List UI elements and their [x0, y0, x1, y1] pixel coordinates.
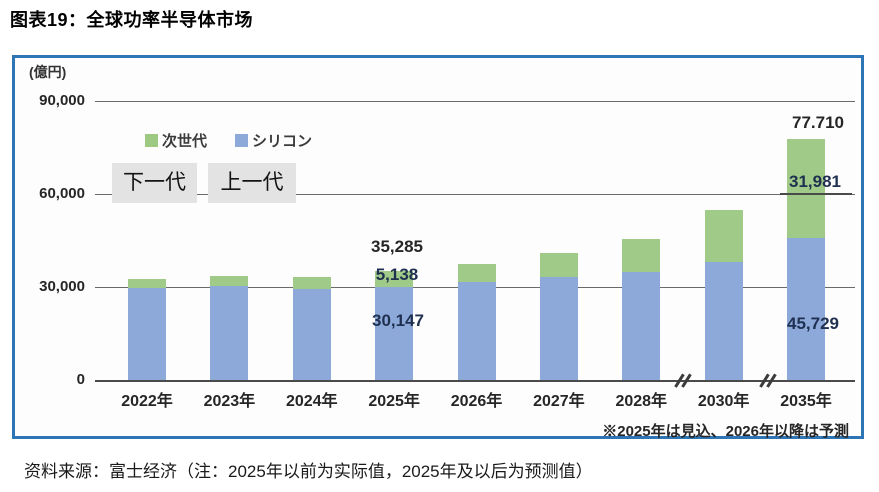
y-axis-unit-label: (億円): [29, 64, 67, 80]
gridline-0: [95, 379, 855, 382]
bar-nextgen-2035年: [787, 139, 825, 239]
bar-nextgen-2024年: [292, 277, 331, 289]
axis-break-icon: [759, 370, 777, 390]
gridline-60000: [95, 193, 855, 195]
gridline-90000: [95, 100, 855, 102]
data-label-nextgen-2035: 31,981: [789, 172, 841, 191]
y-tick-label: 30,000: [39, 278, 85, 295]
x-axis-label-2026年: 2026年: [450, 393, 503, 410]
legend-swatch-silicon-icon: [235, 133, 249, 147]
bar-nextgen-2028年: [622, 239, 661, 273]
bar-silicon-2035年: [787, 238, 825, 380]
y-tick-label: 0: [76, 371, 85, 388]
plot-area: 90,000 60,000 30,000 0 2022年 2023年 2024年 2025年 2…: [15, 58, 861, 436]
legend-label-nextgen: 次世代: [162, 132, 208, 150]
bar-nextgen-2023年: [210, 275, 249, 287]
legend: 次世代 シリコン: [145, 129, 312, 151]
x-axis-label-2023年: 2023年: [203, 393, 256, 410]
translation-overlay-nextgen: 下一代: [112, 163, 197, 203]
bar-silicon-2028年: [622, 272, 661, 380]
bar-nextgen-2027年: [539, 252, 578, 277]
x-axis-label-2024年: 2024年: [285, 393, 338, 410]
y-tick-label: 60,000: [39, 185, 85, 202]
bar-silicon-2030年: [704, 262, 743, 380]
bar-nextgen-2022年: [128, 279, 166, 289]
bar-silicon-2023年: [210, 286, 249, 380]
data-label-nextgen-2025: 5,138: [375, 265, 419, 284]
translation-overlay-silicon: 上一代: [208, 163, 296, 203]
bar-nextgen-2026年: [457, 263, 496, 283]
source-note: 资料来源：富士经济（注：2025年以前为实际值，2025年及以后为预测值）: [24, 462, 593, 481]
bar-silicon-2022年: [128, 288, 166, 380]
axis-break-icon: [674, 370, 692, 390]
bar-silicon-2024年: [292, 288, 331, 380]
data-label-total-2025: 35,285: [371, 237, 423, 256]
gridline-segment-over-2035-bar: [780, 193, 852, 195]
x-axis-label-2027年: 2027年: [533, 393, 585, 410]
x-axis-label-2028年: 2028年: [615, 393, 668, 410]
data-label-silicon-2035: 45,729: [787, 314, 839, 333]
bar-silicon-2025年: [375, 286, 414, 380]
forecast-note: ※2025年は見込、2026年以降は予測: [602, 423, 849, 440]
x-axis-label-2035年: 2035年: [780, 393, 832, 410]
legend-label-silicon: シリコン: [252, 132, 313, 150]
bar-nextgen-2025年: [375, 270, 414, 287]
x-axis-label-2022年: 2022年: [121, 393, 173, 410]
data-label-silicon-2025: 30,147: [372, 311, 424, 330]
page-title: 图表19：全球功率半导体市场: [10, 10, 254, 30]
legend-swatch-nextgen-icon: [145, 133, 158, 147]
y-tick-label: 90,000: [39, 92, 85, 109]
data-label-total-2035: 77.710: [792, 113, 844, 132]
bar-silicon-2027年: [539, 276, 578, 380]
bar-nextgen-2030年: [704, 209, 743, 263]
x-axis-label-2025年: 2025年: [368, 393, 420, 410]
chart-frame: (億円) 90,000 60,000 30,000 0 2022年 2023年 2024年 2…: [12, 55, 864, 440]
bar-silicon-2026年: [457, 282, 496, 380]
x-axis-label-2030年: 2030年: [697, 393, 750, 410]
